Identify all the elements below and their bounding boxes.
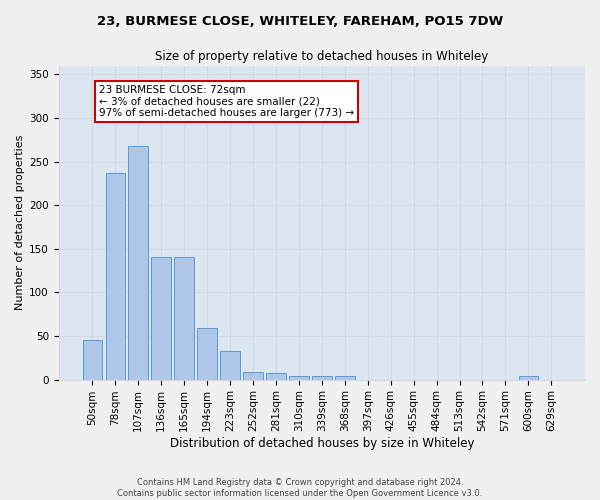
Bar	[83, 340, 102, 380]
Text: 23, BURMESE CLOSE, WHITELEY, FAREHAM, PO15 7DW: 23, BURMESE CLOSE, WHITELEY, FAREHAM, PO…	[97, 15, 503, 28]
Y-axis label: Number of detached properties: Number of detached properties	[15, 135, 25, 310]
Bar	[128, 146, 148, 380]
Bar	[197, 328, 217, 380]
Bar	[335, 376, 355, 380]
Text: 23 BURMESE CLOSE: 72sqm
← 3% of detached houses are smaller (22)
97% of semi-det: 23 BURMESE CLOSE: 72sqm ← 3% of detached…	[99, 84, 355, 118]
Bar	[289, 376, 308, 380]
Bar	[312, 376, 332, 380]
Title: Size of property relative to detached houses in Whiteley: Size of property relative to detached ho…	[155, 50, 488, 63]
Bar	[266, 372, 286, 380]
Bar	[151, 258, 171, 380]
Bar	[220, 351, 240, 380]
X-axis label: Distribution of detached houses by size in Whiteley: Distribution of detached houses by size …	[170, 437, 474, 450]
Text: Contains HM Land Registry data © Crown copyright and database right 2024.
Contai: Contains HM Land Registry data © Crown c…	[118, 478, 482, 498]
Bar	[518, 376, 538, 380]
Bar	[243, 372, 263, 380]
Bar	[175, 258, 194, 380]
Bar	[106, 173, 125, 380]
